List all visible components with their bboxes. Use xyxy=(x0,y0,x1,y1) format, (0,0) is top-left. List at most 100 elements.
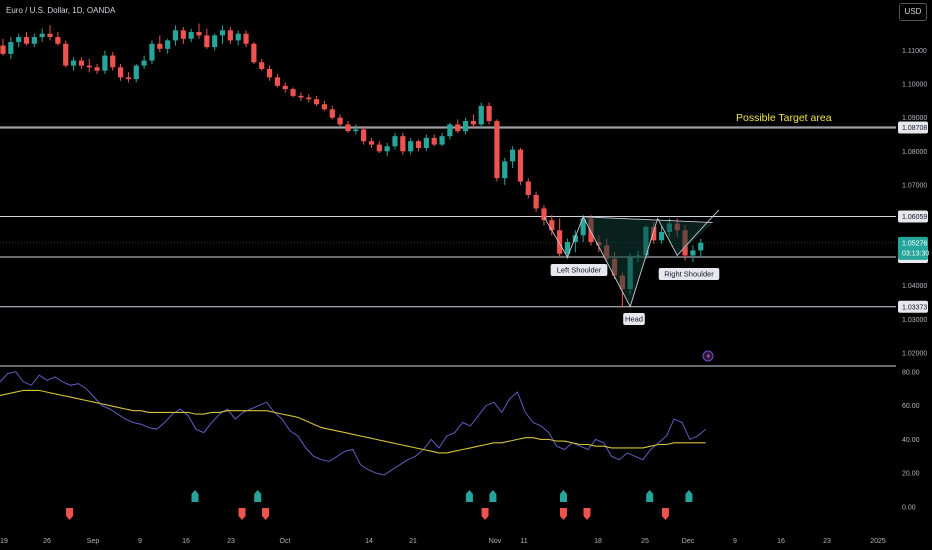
axes: 1.11000 1.10000 1.09000 1.08000 1.07000 1.040… xyxy=(0,48,929,545)
candle-body xyxy=(368,141,375,145)
candle-body xyxy=(533,194,539,209)
buy-arrow-icon xyxy=(465,490,473,502)
candle-body xyxy=(259,62,265,69)
candle-body xyxy=(698,242,704,251)
price-tick-label: 1.11000 xyxy=(902,48,927,55)
candle-body xyxy=(408,141,414,152)
candle-body xyxy=(149,43,155,61)
date-tick-label: Oct xyxy=(280,538,291,545)
candle-body xyxy=(447,124,453,137)
candle-body xyxy=(47,33,53,38)
candle-body xyxy=(510,149,516,162)
annotations: Possible Target area Left Shoulder Head Rig… xyxy=(550,112,832,362)
date-tick-label: 16 xyxy=(777,538,785,545)
price-tick-label: 1.08000 xyxy=(902,149,927,156)
sell-arrow-icon xyxy=(66,508,74,520)
candle-body xyxy=(345,124,351,132)
currency-button[interactable]: USD xyxy=(899,3,927,21)
left-shoulder-label-box xyxy=(550,264,608,276)
candle-body xyxy=(165,40,171,49)
candle-body xyxy=(86,65,92,68)
candle-body xyxy=(235,33,241,41)
candle-body xyxy=(298,95,304,98)
candle-body xyxy=(180,30,186,39)
candle-body xyxy=(0,45,6,54)
price-tick-label: 1.07000 xyxy=(902,182,927,189)
candle-body xyxy=(23,37,30,44)
candle-body xyxy=(376,144,382,152)
candle-body xyxy=(486,105,492,122)
candle-body xyxy=(196,32,202,36)
candle-body xyxy=(494,121,500,179)
date-tick-label: 19 xyxy=(0,538,8,545)
pattern-outline xyxy=(543,209,720,308)
current-price-label: 1.05276 xyxy=(902,240,927,247)
candle-body xyxy=(353,129,359,132)
candle-body xyxy=(212,35,218,48)
candle-body xyxy=(400,136,406,152)
candle-body xyxy=(580,218,586,236)
candle-body xyxy=(455,124,461,132)
candle-body xyxy=(431,137,437,145)
date-tick-label: 11 xyxy=(520,538,527,545)
current-price-badge xyxy=(898,236,928,260)
candle-body xyxy=(314,99,320,105)
buy-arrow-icon xyxy=(489,490,497,502)
price-tick-label: 1.09000 xyxy=(902,115,927,122)
oscillator-tick-label: 0.00 xyxy=(902,505,916,512)
date-tick-label: 18 xyxy=(594,538,602,545)
buy-arrow-icon xyxy=(646,490,654,502)
candle-body xyxy=(63,43,69,66)
date-tick-label: 26 xyxy=(43,538,51,545)
candle-body xyxy=(439,136,445,145)
candle-body xyxy=(525,181,531,195)
date-tick-label: Dec xyxy=(682,538,695,545)
level-badge xyxy=(898,300,928,313)
candle-body xyxy=(517,149,524,182)
target-area-label: Possible Target area xyxy=(736,112,832,124)
candle-body xyxy=(172,30,179,41)
buy-arrow-icon xyxy=(191,490,199,502)
candle-body xyxy=(110,55,116,68)
candle-body xyxy=(423,137,429,148)
candle-body xyxy=(306,97,312,100)
date-tick-label: 16 xyxy=(182,538,190,545)
date-tick-label: 9 xyxy=(138,538,142,545)
buy-arrow-icon xyxy=(559,490,567,502)
candle-body xyxy=(392,136,398,147)
sell-arrow-icon xyxy=(238,508,246,520)
oscillator-tick-label: 20.00 xyxy=(902,471,920,478)
candle-body xyxy=(266,68,273,78)
date-tick-label: Sep xyxy=(87,538,100,545)
level-badge xyxy=(898,121,928,134)
horizontal-levels xyxy=(0,126,896,367)
candle-body xyxy=(290,89,296,96)
candle-body xyxy=(572,235,578,243)
candle-body xyxy=(141,60,147,66)
candle-body xyxy=(16,37,22,43)
left-shoulder-label: Left Shoulder xyxy=(557,266,602,275)
candle-body xyxy=(133,65,139,80)
date-tick-label: 23 xyxy=(823,538,831,545)
candle-body xyxy=(502,161,508,179)
countdown-label: 03:13:30 xyxy=(902,250,929,257)
level-badge xyxy=(898,210,928,223)
oscillator-main-line xyxy=(0,371,706,476)
candle-body xyxy=(204,35,210,48)
oscillator-tick-label: 80.00 xyxy=(902,369,920,376)
buy-arrow-icon xyxy=(254,490,262,502)
price-tick-label: 1.02000 xyxy=(902,350,927,357)
candle-body xyxy=(470,121,476,125)
candle-body xyxy=(243,33,249,44)
date-tick-label: 14 xyxy=(365,538,373,545)
candle-body xyxy=(55,37,61,44)
buy-arrow-icon xyxy=(685,490,693,502)
candle-body xyxy=(321,104,328,110)
candle-body xyxy=(415,141,422,148)
candle-body xyxy=(564,242,571,254)
date-tick-label: Nov xyxy=(489,538,502,545)
neckline xyxy=(583,216,713,223)
price-tick-label: 1.10000 xyxy=(902,82,927,89)
oscillator-pane xyxy=(0,371,706,520)
